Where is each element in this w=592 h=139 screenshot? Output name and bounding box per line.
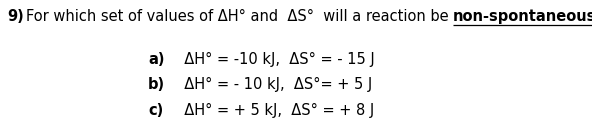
Text: ΔH° = - 10 kJ,  ΔS°= + 5 J: ΔH° = - 10 kJ, ΔS°= + 5 J	[175, 77, 372, 92]
Text: ΔH° = + 5 kJ,  ΔS° = + 8 J: ΔH° = + 5 kJ, ΔS° = + 8 J	[175, 103, 374, 118]
Text: non-spontaneous: non-spontaneous	[453, 9, 592, 24]
Text: c): c)	[148, 103, 163, 118]
Text: b): b)	[148, 77, 165, 92]
Text: ΔH° = -10 kJ,  ΔS° = - 15 J: ΔH° = -10 kJ, ΔS° = - 15 J	[175, 52, 375, 67]
Text: For which set of values of ΔH° and  ΔS°  will a reaction be: For which set of values of ΔH° and ΔS° w…	[25, 9, 453, 24]
Text: a): a)	[148, 52, 165, 67]
Text: 9): 9)	[7, 9, 24, 24]
